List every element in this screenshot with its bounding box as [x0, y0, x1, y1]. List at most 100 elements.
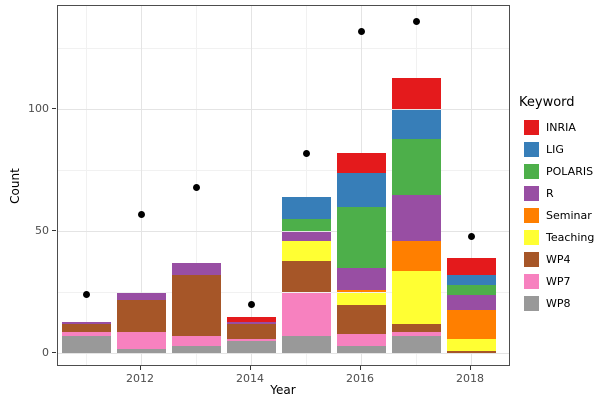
bar-segment-2012-WP7: [116, 331, 166, 349]
legend-swatch-WP8: [524, 296, 539, 311]
x-tick-label-2014: 2014: [236, 372, 264, 385]
bar-segment-2015-WP8: [281, 336, 331, 354]
bar-segment-2017-Seminar: [391, 241, 441, 271]
legend-label-R: R: [546, 187, 554, 200]
bar-segment-2018-R: [446, 294, 496, 310]
bar-segment-2017-WP4: [391, 324, 441, 332]
bar-segment-2014-R: [226, 321, 276, 325]
data-point-2012: [137, 210, 145, 218]
bar-segment-2016-WP7: [336, 333, 386, 347]
bar-segment-2012-WP4: [116, 299, 166, 332]
gridline-x-2018: [470, 6, 472, 365]
bar-segment-2017-Teaching: [391, 270, 441, 325]
bar-segment-2014-WP8: [226, 341, 276, 354]
legend-swatch-INRIA: [524, 120, 539, 135]
x-tick-2018: [469, 366, 471, 370]
legend-label-WP7: WP7: [546, 275, 571, 288]
bar-segment-2014-INRIA: [226, 316, 276, 322]
bar-segment-2015-WP7: [281, 292, 331, 337]
legend-title: Keyword: [519, 95, 575, 110]
legend-label-POLARIS: POLARIS: [546, 165, 594, 178]
gridline-x-2012: [140, 6, 142, 365]
x-tick-label-2012: 2012: [126, 372, 154, 385]
bar-segment-2017-R: [391, 194, 441, 242]
data-point-2014: [247, 301, 255, 309]
bar-segment-2016-Seminar: [336, 290, 386, 293]
x-tick-2012: [139, 366, 141, 370]
x-tick-2014: [249, 366, 251, 370]
legend-item-Teaching: Teaching: [519, 227, 599, 249]
legend-label-WP8: WP8: [546, 297, 571, 310]
bar-segment-2015-WP4: [281, 260, 331, 293]
y-tick-label-50: 50: [35, 224, 49, 237]
legend-item-WP4: WP4: [519, 249, 599, 271]
bar-segment-2015-R: [281, 231, 331, 242]
gridline-y-minor-125: [58, 48, 509, 49]
gridline-x-2014: [250, 6, 252, 365]
bar-segment-2011-WP4: [61, 324, 111, 332]
x-tick-label-2018: 2018: [456, 372, 484, 385]
data-point-2015: [302, 149, 310, 157]
bar-segment-2018-Teaching: [446, 338, 496, 352]
bar-segment-2018-WP4: [446, 351, 496, 354]
bar-segment-2014-WP4: [226, 324, 276, 339]
bar-segment-2013-WP7: [171, 336, 221, 347]
legend-label-LIG: LIG: [546, 143, 564, 156]
x-tick-2016: [359, 366, 361, 370]
x-axis-title: Year: [270, 383, 296, 397]
y-tick-100: [52, 108, 56, 109]
gridline-y-minor-75: [58, 170, 509, 171]
legend-swatch-R: [524, 186, 539, 201]
bar-segment-2011-WP8: [61, 336, 111, 354]
legend-label-Seminar: Seminar: [546, 209, 592, 222]
y-tick-label-0: 0: [42, 346, 49, 359]
legend-item-WP8: WP8: [519, 293, 599, 315]
legend-swatch-Seminar: [524, 208, 539, 223]
legend-label-INRIA: INRIA: [546, 121, 576, 134]
bar-segment-2017-LIG: [391, 109, 441, 139]
bar-segment-2012-R: [116, 292, 166, 300]
y-tick-label-100: 100: [28, 102, 49, 115]
legend-swatch-LIG: [524, 142, 539, 157]
bar-segment-2018-LIG: [446, 275, 496, 286]
legend-swatch-Teaching: [524, 230, 539, 245]
bar-segment-2017-WP8: [391, 336, 441, 354]
bar-segment-2018-POLARIS: [446, 285, 496, 295]
bar-segment-2013-R: [171, 263, 221, 276]
x-tick-label-2016: 2016: [346, 372, 374, 385]
bar-segment-2016-POLARIS: [336, 207, 386, 269]
legend-swatch-WP4: [524, 252, 539, 267]
bar-segment-2016-LIG: [336, 172, 386, 208]
bar-segment-2011-R: [61, 321, 111, 325]
gridline-y-100: [58, 109, 509, 110]
legend: Keyword INRIA LIG POLARIS R Seminar Teaching W…: [519, 95, 599, 315]
legend-item-INRIA: INRIA: [519, 117, 599, 139]
bar-segment-2015-POLARIS: [281, 219, 331, 232]
legend-items: INRIA LIG POLARIS R Seminar Teaching WP4 WP7 WP8: [519, 117, 599, 315]
bar-segment-2013-WP4: [171, 275, 221, 337]
bar-segment-2015-Teaching: [281, 241, 331, 261]
bar-segment-2017-INRIA: [391, 77, 441, 110]
y-axis-title: Count: [8, 168, 22, 204]
legend-label-WP4: WP4: [546, 253, 571, 266]
bar-segment-2016-WP4: [336, 304, 386, 334]
legend-item-Seminar: Seminar: [519, 205, 599, 227]
legend-swatch-POLARIS: [524, 164, 539, 179]
data-point-2018: [467, 232, 475, 240]
bar-segment-2016-WP8: [336, 346, 386, 354]
bar-segment-2016-INRIA: [336, 153, 386, 173]
bar-segment-2014-WP7: [226, 338, 276, 342]
legend-swatch-WP7: [524, 274, 539, 289]
bar-segment-2012-WP8: [116, 348, 166, 354]
bar-segment-2017-WP7: [391, 331, 441, 337]
legend-item-POLARIS: POLARIS: [519, 161, 599, 183]
bar-segment-2017-POLARIS: [391, 138, 441, 195]
legend-item-LIG: LIG: [519, 139, 599, 161]
bar-segment-2013-WP8: [171, 346, 221, 354]
y-tick-50: [52, 230, 56, 231]
bar-segment-2018-INRIA: [446, 258, 496, 276]
data-point-2016: [357, 27, 365, 35]
data-point-2017: [412, 18, 420, 26]
bar-segment-2011-WP7: [61, 331, 111, 337]
